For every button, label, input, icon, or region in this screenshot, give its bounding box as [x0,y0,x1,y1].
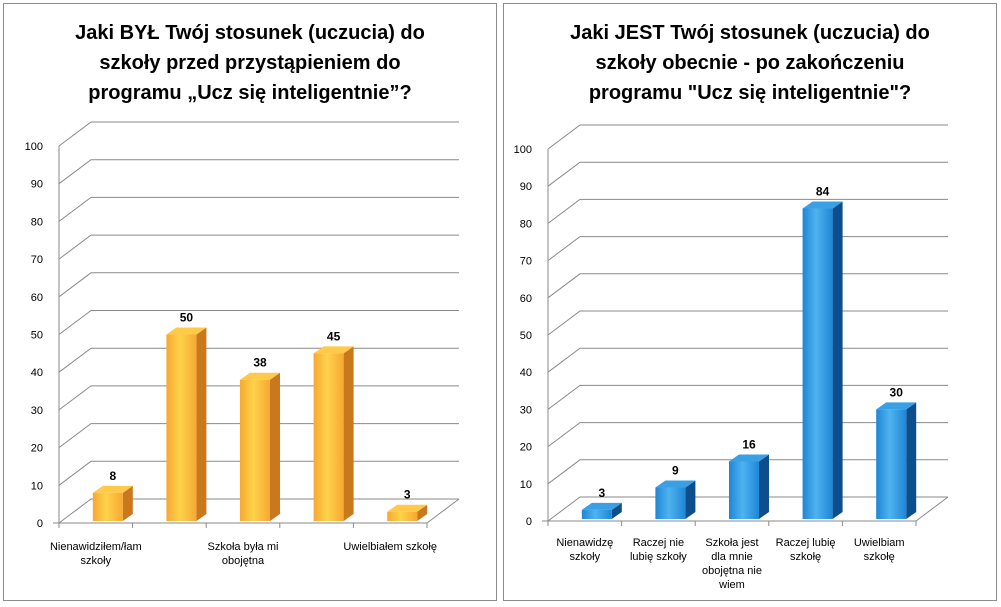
bar-side [832,201,843,519]
gridline [547,198,948,224]
y-tick-label: 50 [520,330,532,342]
gridline [547,310,948,336]
gridline [58,159,459,185]
y-tick-label: 50 [31,330,43,342]
x-tick-label: Uwielbiam szkołę [853,537,905,563]
y-tick-label: 30 [31,405,43,417]
data-label: 38 [253,356,267,370]
bar-top [313,346,354,354]
bar-side [611,502,622,519]
x-tick-label: Nienawidzę szkoły [556,537,614,563]
y-tick-label: 100 [514,144,532,156]
data-label: 9 [672,464,679,478]
y-tick-label: 100 [25,141,43,153]
bar [166,334,197,521]
bar-top [876,402,917,410]
bar-top [387,504,428,512]
y-tick-label: 90 [31,179,43,191]
y-tick-label: 90 [520,181,532,193]
gridline [547,236,948,262]
data-label: 16 [742,437,756,451]
bar [313,353,344,521]
bar-chart-after: 0 10 20 30 40 50 60 70 80 90 100 3 9 16 84 30 [514,124,949,528]
y-tick-label: 60 [31,292,43,304]
x-tick-label: Szkoła była mi obojętna [207,541,279,567]
y-tick-label: 10 [31,480,43,492]
x-tick-label: Raczej nie lubię szkoły [629,537,687,563]
y-tick-label: 80 [31,216,43,228]
bar-top [240,372,280,380]
x-tick-label: Raczej lubię szkołę [775,537,836,563]
y-tick-label: 70 [520,256,532,268]
gridline [547,273,948,299]
gridline [58,310,459,335]
bar-top [166,327,207,335]
y-tick-label: 80 [520,218,532,230]
gridline [58,196,459,222]
bar-top [581,502,622,510]
data-label: 30 [890,385,904,399]
bar-side [417,504,428,521]
bar [240,379,270,521]
x-tick-label: Nienawidziłem/łam szkoły [49,541,142,567]
bar-top [655,480,696,488]
data-label: 45 [327,329,341,343]
bar-side [196,327,207,521]
y-tick-label: 30 [520,404,532,416]
bar-side [270,372,280,521]
gridline [547,161,948,187]
bar [92,492,123,521]
y-tick-label: 0 [526,516,532,528]
floor-edge [915,496,949,522]
chart-panel-after: Jaki JEST Twój stosunek (uczucia) do szk… [503,3,997,601]
bar-chart-before: 0 10 20 30 40 50 60 70 80 90 100 8 50 38 45 3 [25,121,460,530]
bar-top [729,454,769,462]
bar-side [685,480,696,519]
chart-panel-before: Jaki BYŁ Twój stosunek (uczucia) do szko… [3,3,497,601]
gridline [58,234,459,260]
x-tick-label: Szkoła jest dla mnie obojętna nie wiem [702,537,762,591]
x-tick-label: Uwielbiałem szkołę [343,541,437,553]
data-label: 50 [180,311,194,325]
chart-title: Jaki JEST Twój stosunek (uczucia) do szk… [570,22,930,104]
bar-side [759,454,769,519]
gridline [58,272,459,298]
y-tick-label: 60 [520,293,532,305]
gridline [58,121,459,147]
bar [581,509,612,519]
y-tick-label: 40 [31,367,43,379]
bar-side [343,346,354,521]
bar-top [802,201,843,209]
y-tick-label: 20 [31,443,43,455]
y-tick-label: 70 [31,254,43,266]
data-label: 84 [816,185,830,199]
floor-edge [426,498,460,524]
bar-side [122,485,133,521]
data-label: 3 [404,488,411,502]
y-tick-label: 20 [520,442,532,454]
bar [729,461,759,519]
bar-top [92,485,133,493]
y-tick-label: 40 [520,367,532,379]
y-tick-label: 10 [520,479,532,491]
gridline [547,124,948,150]
bar [876,409,907,519]
bar-side [906,402,917,519]
y-tick-label: 0 [37,518,43,530]
chart-title: Jaki BYŁ Twój stosunek (uczucia) do szko… [75,22,425,104]
bar [387,511,418,521]
data-label: 8 [109,469,116,483]
data-label: 3 [598,486,605,500]
gridline [547,347,948,373]
bar [655,487,686,519]
bar [802,208,833,519]
